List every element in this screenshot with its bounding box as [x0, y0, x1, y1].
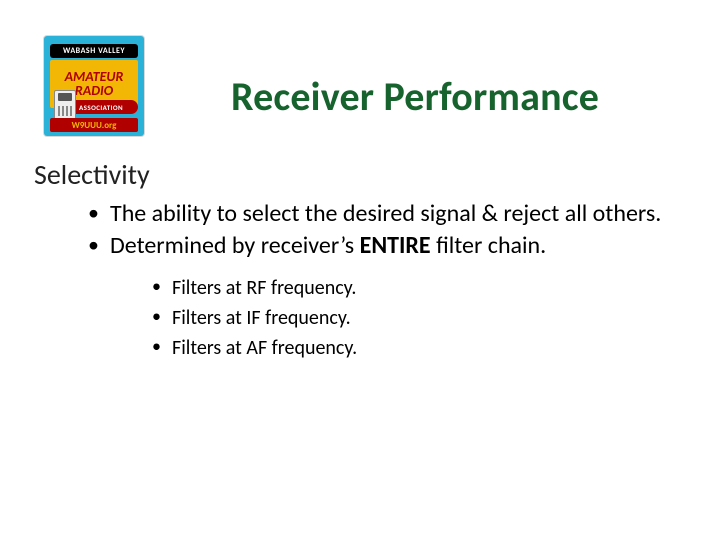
logo-top-band-text: WABASH VALLEY — [63, 46, 125, 56]
subheading: Selectivity — [34, 157, 686, 192]
bullet-list-level2: Filters at RF frequency. Filters at IF f… — [152, 275, 686, 361]
logo: WABASH VALLEY AMATEUR RADIO ASSOCIATION … — [44, 36, 144, 136]
list-item-text: Filters at IF frequency. — [172, 306, 351, 330]
logo-bottom: W9UUU.org — [50, 118, 138, 132]
list-item: Determined by receiver’s ENTIRE filter c… — [88, 232, 686, 360]
content: Selectivity The ability to select the de… — [34, 157, 686, 361]
logo-top-band: WABASH VALLEY — [50, 44, 138, 58]
list-item-text: Filters at RF frequency. — [172, 276, 356, 300]
list-item: The ability to select the desired signal… — [88, 200, 686, 228]
logo-line2: RADIO — [75, 84, 113, 98]
list-item-prefix: Determined by receiver’s — [110, 231, 360, 260]
logo-bottom-text: W9UUU.org — [72, 120, 117, 131]
logo-assoc-text: ASSOCIATION — [79, 103, 123, 112]
logo-box: WABASH VALLEY AMATEUR RADIO ASSOCIATION … — [44, 36, 144, 136]
list-item-bold: ENTIRE — [360, 231, 431, 260]
list-item-text: The ability to select the desired signal… — [110, 199, 661, 228]
list-item: Filters at RF frequency. — [152, 275, 686, 301]
list-item-text: Filters at AF frequency. — [172, 336, 357, 360]
radio-icon — [54, 90, 76, 120]
slide: WABASH VALLEY AMATEUR RADIO ASSOCIATION … — [0, 0, 720, 540]
page-title: Receiver Performance — [144, 72, 686, 121]
list-item-suffix: filter chain. — [431, 231, 547, 260]
list-item: Filters at AF frequency. — [152, 335, 686, 361]
list-item: Filters at IF frequency. — [152, 305, 686, 331]
bullet-list-level1: The ability to select the desired signal… — [88, 200, 686, 361]
